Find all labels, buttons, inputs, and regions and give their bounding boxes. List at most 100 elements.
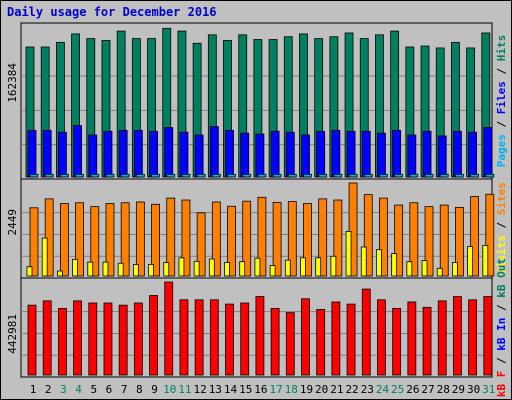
bar-kbf-5 [88, 302, 98, 376]
chart-title: Daily usage for December 2016 [7, 5, 217, 19]
x-tick-label: 17 [269, 383, 282, 396]
bar-files-29 [453, 130, 462, 178]
bar-kbf-3 [57, 307, 67, 376]
bar-sites-26 [409, 202, 419, 277]
bar-files-23 [361, 130, 371, 178]
bar-sites-20 [318, 198, 328, 277]
legend-entry: Visits [495, 235, 508, 275]
bar-sites-6 [105, 203, 115, 277]
bar-kbf-16 [255, 296, 265, 376]
bar-files-12 [194, 134, 204, 178]
legend-entry: / [495, 298, 508, 318]
bar-files-16 [255, 133, 265, 178]
bar-sites-29 [455, 206, 464, 277]
legend-entry: Sites [495, 182, 508, 215]
bar-files-17 [270, 130, 280, 178]
bar-sites-5 [90, 206, 100, 277]
bar-pages-26 [409, 173, 419, 178]
bar-pages-12 [196, 173, 206, 178]
x-tick-label: 11 [178, 383, 191, 396]
x-tick-label: 14 [224, 383, 238, 396]
bar-visits-13 [208, 258, 215, 277]
bar-kbf-6 [103, 302, 113, 376]
bar-sites-23 [363, 194, 373, 277]
bar-visits-12 [193, 260, 200, 277]
legend-entry: Files [495, 81, 508, 114]
x-tick-label: 26 [406, 383, 419, 396]
bar-files-18 [285, 131, 295, 178]
x-tick-label: 4 [75, 383, 82, 396]
bar-pages-19 [303, 173, 312, 178]
bar-pages-9 [151, 173, 160, 178]
bar-sites-2 [44, 198, 54, 277]
bar-sites-12 [196, 212, 206, 277]
bar-sites-7 [120, 202, 130, 277]
x-tick-label: 24 [376, 383, 390, 396]
bar-sites-19 [303, 203, 312, 277]
bar-pages-6 [105, 173, 115, 178]
bar-sites-22 [348, 182, 358, 277]
bar-sites-11 [181, 199, 191, 277]
side-legend-bot: kB F / kB In / kB Out [495, 258, 508, 397]
bar-files-11 [179, 131, 189, 178]
y-max-label: 442981 [6, 314, 19, 354]
bar-files-31 [483, 127, 493, 178]
side-legend-mid: Visits / Sites [495, 182, 508, 275]
bar-pages-7 [120, 173, 130, 178]
bar-files-5 [88, 134, 98, 178]
bar-visits-24 [376, 249, 382, 277]
legend-entry: kB F [495, 371, 508, 398]
bar-pages-10 [166, 173, 176, 178]
bar-kbf-4 [73, 300, 82, 376]
x-tick-label: 30 [467, 383, 480, 396]
bar-sites-21 [333, 199, 343, 277]
bar-visits-17 [269, 265, 276, 277]
bar-files-1 [27, 129, 37, 178]
bar-pages-4 [75, 173, 84, 178]
x-tick-label: 27 [421, 383, 434, 396]
bar-visits-21 [330, 255, 337, 277]
bar-files-28 [437, 135, 447, 178]
bar-files-30 [468, 131, 478, 178]
bar-files-26 [407, 134, 417, 178]
bar-sites-9 [151, 203, 160, 277]
x-tick-label: 3 [60, 383, 67, 396]
x-tick-label: 7 [121, 383, 128, 396]
x-tick-label: 8 [136, 383, 143, 396]
bar-pages-27 [424, 173, 434, 178]
bar-sites-30 [470, 196, 480, 277]
bar-kbf-1 [27, 304, 37, 376]
bar-visits-26 [406, 261, 413, 277]
bar-files-25 [392, 129, 402, 178]
bar-kbf-12 [194, 299, 204, 376]
bar-files-13 [209, 126, 219, 178]
bar-visits-3 [56, 270, 63, 277]
x-tick-label: 15 [239, 383, 252, 396]
bar-kbf-25 [392, 307, 402, 376]
x-tick-label: 31 [482, 383, 495, 396]
bar-visits-25 [391, 253, 398, 277]
bar-pages-29 [455, 173, 464, 178]
bar-kbf-23 [361, 288, 371, 376]
bar-files-24 [377, 132, 386, 178]
bar-kbf-8 [133, 302, 143, 376]
bar-files-9 [149, 130, 158, 178]
bar-visits-8 [132, 264, 139, 277]
bar-files-2 [42, 129, 52, 178]
bar-files-27 [422, 130, 432, 178]
bar-kbf-17 [270, 307, 280, 376]
bar-visits-16 [254, 257, 261, 277]
x-tick-label: 28 [437, 383, 450, 396]
legend-entry: / [495, 114, 508, 134]
legend-entry: Pages [495, 134, 508, 167]
bar-kbf-10 [164, 281, 174, 376]
bar-pages-20 [318, 173, 328, 178]
x-tick-label: 25 [391, 383, 404, 396]
legend-entry: / [495, 61, 508, 81]
bar-visits-30 [467, 246, 474, 277]
bar-visits-22 [345, 231, 352, 277]
bar-visits-1 [26, 266, 33, 277]
bar-kbf-20 [316, 309, 326, 376]
